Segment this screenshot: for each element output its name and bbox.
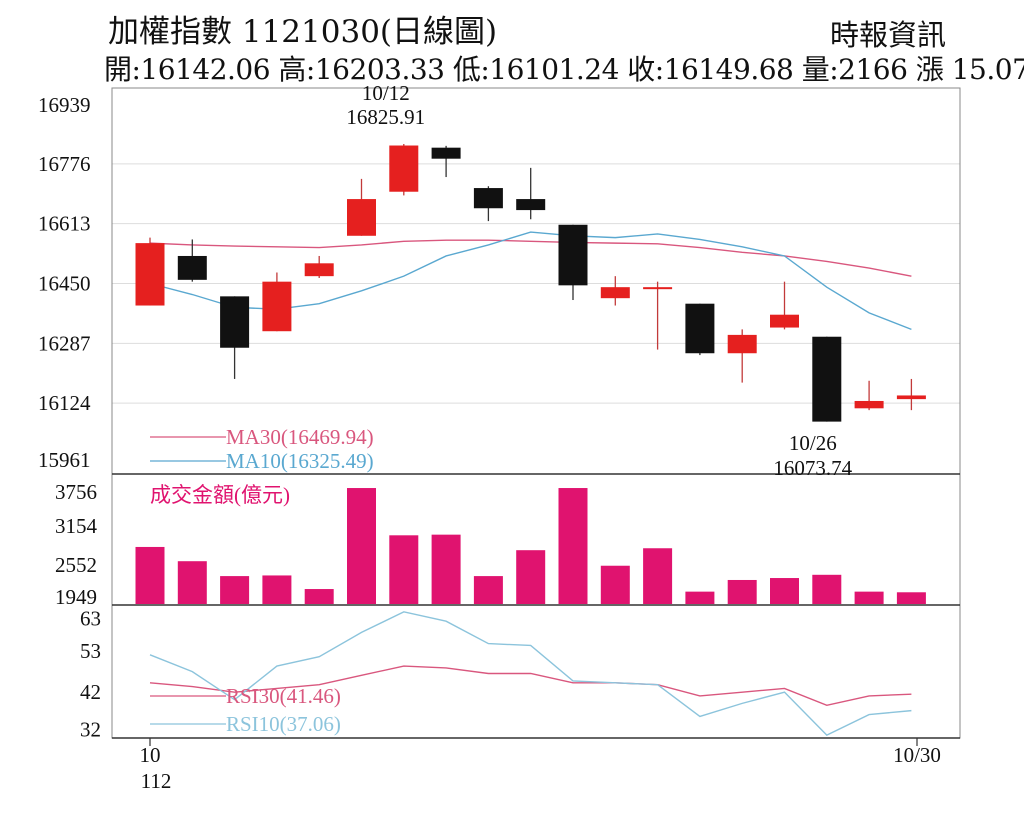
rsi-tick-label: 53 (80, 639, 101, 663)
rsi30-line (149, 665, 912, 706)
rsi-tick-label: 42 (80, 680, 101, 704)
volume-bar (262, 575, 292, 604)
candle-body (896, 395, 926, 400)
candle-body (220, 296, 250, 348)
candle-body (473, 188, 503, 209)
volume-tick-label: 1949 (55, 585, 97, 609)
volume-bar (304, 589, 334, 604)
ohlc-summary: 開:16142.06 高:16203.33 低:16101.24 收:16149… (104, 53, 1024, 86)
low-annotation-value: 16073.74 (773, 456, 852, 480)
volume-bar (220, 576, 250, 604)
volume-bar (812, 574, 842, 604)
volume-tick-label: 3756 (55, 480, 97, 504)
candle-body (347, 199, 376, 236)
volume-bar (473, 576, 503, 604)
volume-bar (516, 550, 546, 604)
rsi-panel (149, 611, 912, 736)
price-tick-label: 16124 (38, 391, 91, 415)
candle-body (643, 287, 673, 290)
volume-bar (600, 565, 630, 604)
candle-body (854, 400, 884, 409)
volume-bar (431, 534, 461, 604)
candle-body (685, 303, 715, 354)
rsi-tick-label: 63 (80, 607, 101, 631)
volume-bar (770, 578, 799, 604)
candle-body (558, 224, 588, 286)
volume-bar (389, 535, 419, 604)
volume-bar (896, 592, 926, 604)
volume-bar (558, 488, 588, 604)
price-tick-label: 16450 (38, 272, 91, 296)
low-annotation-date: 10/26 (789, 431, 837, 455)
price-tick-label: 16939 (38, 93, 91, 117)
ma30-line (149, 239, 912, 277)
price-tick-label: 16776 (38, 152, 91, 176)
candle-body (262, 281, 292, 332)
chart-labels: 16939 16776 16613 16450 16287 16124 15961 10/12… (38, 81, 941, 793)
candle-body (135, 243, 165, 306)
candle-body (727, 334, 757, 354)
high-annotation-date: 10/12 (362, 81, 410, 105)
volume-panel-title: 成交金額(億元) (150, 483, 290, 507)
price-tick-label: 15961 (38, 448, 91, 472)
price-tick-label: 16287 (38, 331, 91, 355)
candle-body (516, 199, 546, 211)
price-tick-label: 16613 (38, 212, 91, 236)
x-axis-end-label: 10/30 (893, 743, 941, 767)
rsi-tick-label: 32 (80, 718, 101, 742)
volume-bar (854, 591, 884, 604)
volume-tick-label: 2552 (55, 553, 97, 577)
candle-body (812, 336, 842, 422)
volume-panel (135, 488, 926, 604)
candle-body (600, 287, 630, 299)
candle-body (770, 314, 799, 328)
chart-title: 加權指數 1121030(日線圖) (108, 14, 498, 50)
volume-bar (177, 561, 207, 604)
chart-frame (111, 87, 961, 746)
candle-body (304, 263, 334, 277)
volume-bar (347, 488, 376, 604)
volume-tick-label: 3154 (55, 514, 98, 538)
rsi30-legend-label: RSI30(41.46) (226, 684, 341, 708)
source-label: 時報資訊 (830, 18, 947, 52)
volume-bar (643, 548, 673, 604)
volume-bar (727, 579, 757, 604)
x-axis-year-label: 112 (141, 769, 172, 793)
candle-body (389, 145, 419, 192)
high-annotation-value: 16825.91 (346, 105, 425, 129)
ma10-legend-label: MA10(16325.49) (226, 449, 374, 473)
rsi10-line (149, 611, 912, 736)
volume-bar (135, 546, 165, 604)
candle-body (177, 255, 207, 280)
price-panel (135, 144, 926, 462)
candle-body (431, 147, 461, 159)
rsi10-legend-label: RSI10(37.06) (226, 712, 341, 736)
volume-bar (685, 591, 715, 604)
ma30-legend-label: MA30(16469.94) (226, 425, 374, 449)
x-axis-start-label: 10 (140, 743, 161, 767)
